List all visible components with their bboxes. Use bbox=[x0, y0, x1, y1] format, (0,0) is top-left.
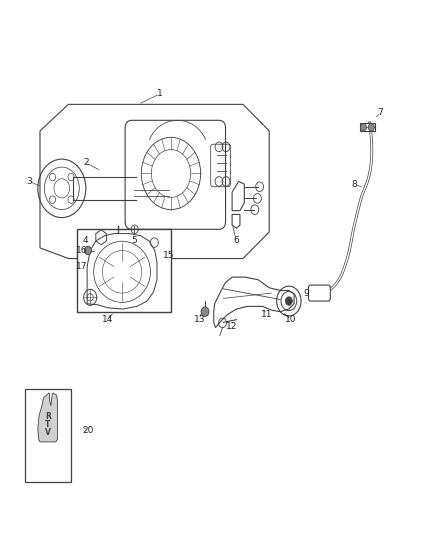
Text: 4: 4 bbox=[83, 237, 88, 246]
Bar bbox=[77, 229, 171, 312]
Circle shape bbox=[368, 124, 374, 131]
Circle shape bbox=[85, 246, 92, 255]
Text: 11: 11 bbox=[261, 310, 273, 319]
Text: 15: 15 bbox=[163, 252, 174, 260]
Text: 8: 8 bbox=[351, 180, 357, 189]
Circle shape bbox=[286, 297, 292, 305]
Text: 20: 20 bbox=[82, 426, 94, 435]
Text: 10: 10 bbox=[285, 315, 297, 324]
Text: 13: 13 bbox=[194, 315, 205, 324]
Text: 5: 5 bbox=[131, 237, 137, 246]
Bar bbox=[25, 389, 71, 482]
Text: 3: 3 bbox=[26, 177, 32, 186]
Circle shape bbox=[360, 124, 367, 131]
Text: V: V bbox=[45, 428, 51, 437]
Text: 17: 17 bbox=[76, 262, 87, 271]
Text: 14: 14 bbox=[102, 315, 113, 324]
Text: 16: 16 bbox=[76, 246, 87, 255]
Text: R: R bbox=[45, 412, 51, 421]
Circle shape bbox=[201, 307, 209, 317]
Text: T: T bbox=[45, 420, 50, 429]
Text: 6: 6 bbox=[233, 237, 239, 246]
FancyBboxPatch shape bbox=[360, 124, 375, 131]
Text: 7: 7 bbox=[378, 108, 383, 117]
Text: 12: 12 bbox=[226, 321, 238, 330]
Polygon shape bbox=[38, 393, 57, 442]
Text: 2: 2 bbox=[83, 158, 88, 167]
Text: 9: 9 bbox=[304, 288, 309, 297]
FancyBboxPatch shape bbox=[308, 285, 330, 301]
Text: 1: 1 bbox=[157, 89, 163, 98]
